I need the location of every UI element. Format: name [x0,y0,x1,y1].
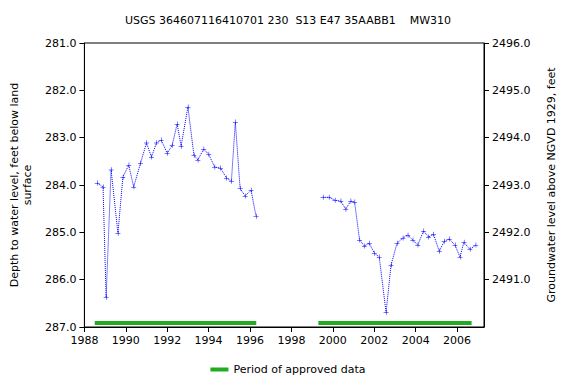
svg-text:2491.0: 2491.0 [492,273,531,286]
svg-text:283.0: 283.0 [45,131,77,144]
svg-text:282.0: 282.0 [45,84,77,97]
svg-text:287.0: 287.0 [45,321,77,334]
svg-text:2496.0: 2496.0 [492,37,531,50]
svg-text:1992: 1992 [153,334,181,347]
svg-text:281.0: 281.0 [45,37,77,50]
svg-text:1988: 1988 [70,334,98,347]
svg-text:USGS 364607116410701 230 S13: USGS 364607116410701 230 S13 E47 35AABB1… [125,14,451,27]
svg-text:284.0: 284.0 [45,179,77,192]
svg-text:2492.0: 2492.0 [492,226,531,239]
svg-text:2002: 2002 [360,334,388,347]
svg-text:Groundwater level above NGVD 1: Groundwater level above NGVD 1929, feet [545,67,558,303]
svg-text:286.0: 286.0 [45,273,77,286]
svg-text:Depth to water level, feet bel: Depth to water level, feet below land [8,83,21,288]
svg-text:285.0: 285.0 [45,226,77,239]
svg-text:Period of approved data: Period of approved data [233,363,365,376]
svg-text:2006: 2006 [443,334,471,347]
svg-text:1996: 1996 [236,334,264,347]
svg-text:2000: 2000 [319,334,347,347]
svg-text:1994: 1994 [195,334,223,347]
svg-text:2495.0: 2495.0 [492,84,531,97]
svg-text:1990: 1990 [112,334,140,347]
svg-text:surface: surface [21,164,34,205]
svg-text:2493.0: 2493.0 [492,179,531,192]
svg-text:2004: 2004 [402,334,430,347]
svg-text:2494.0: 2494.0 [492,131,531,144]
svg-text:1998: 1998 [277,334,305,347]
